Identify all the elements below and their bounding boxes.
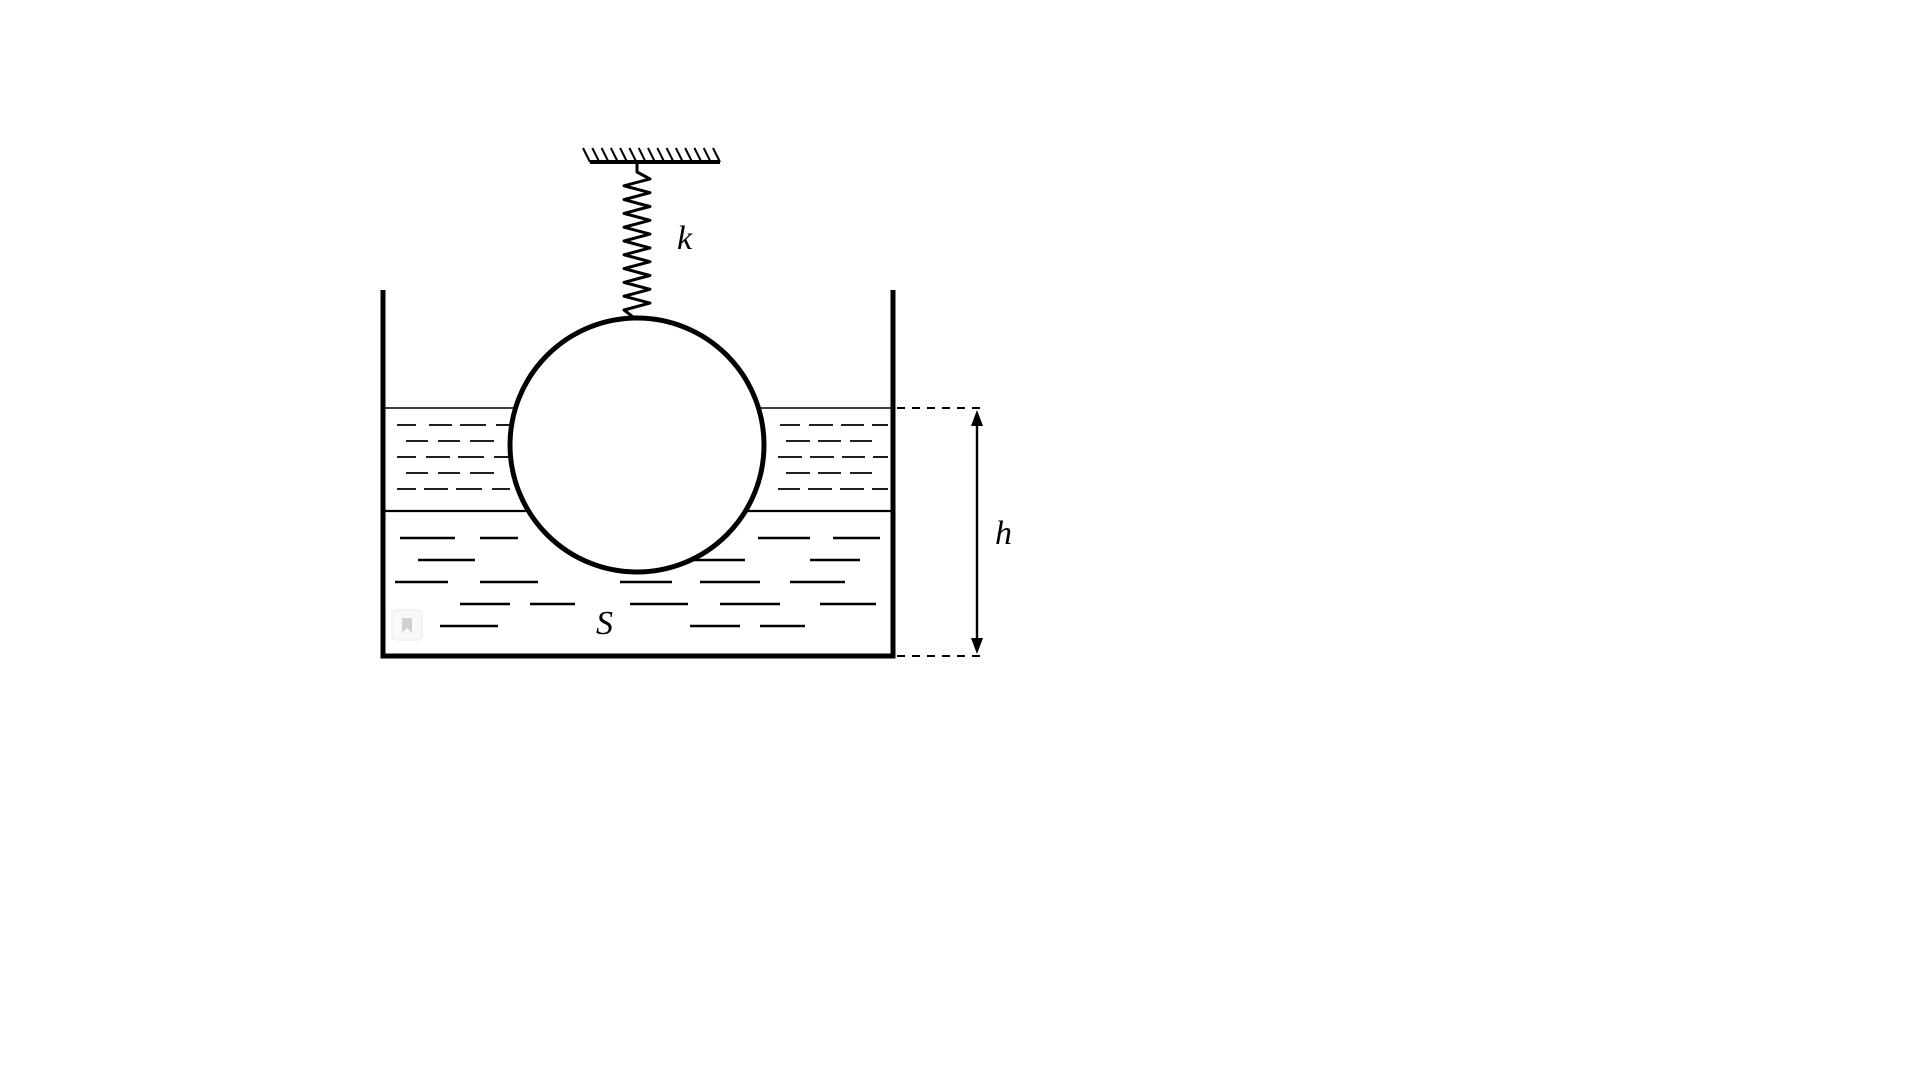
bookmark-icon bbox=[392, 610, 422, 640]
dimension-h: h bbox=[897, 408, 1012, 656]
spring bbox=[624, 162, 650, 320]
spring-label: k bbox=[677, 220, 693, 257]
ceiling-support bbox=[583, 148, 720, 162]
ball bbox=[510, 318, 764, 572]
container-area-label: S bbox=[596, 605, 613, 642]
physics-diagram: k Sh bbox=[0, 0, 1920, 1080]
dimension-h-label: h bbox=[995, 515, 1012, 552]
diagram-stage: k Sh bbox=[0, 0, 1920, 1080]
